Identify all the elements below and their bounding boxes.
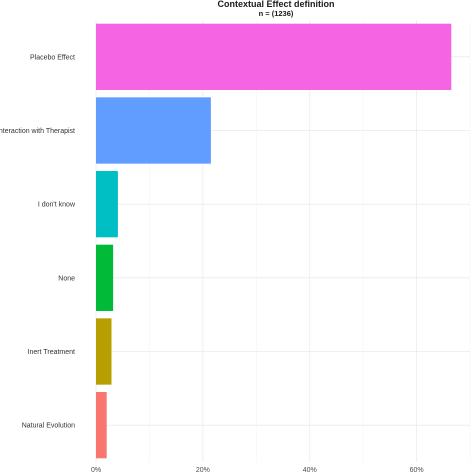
bar xyxy=(96,244,114,311)
category-label: Inert Treatment xyxy=(28,349,76,356)
bar xyxy=(96,318,112,385)
bars xyxy=(96,23,452,459)
x-tick-label: 20% xyxy=(196,467,210,474)
chart-title: Contextual Effect definition xyxy=(218,0,335,9)
bar xyxy=(96,97,211,164)
category-label: Interaction with Therapist xyxy=(0,128,75,135)
x-tick-label: 0% xyxy=(91,467,101,474)
gridlines xyxy=(95,20,471,462)
x-tick-label: 60% xyxy=(410,467,424,474)
bar xyxy=(96,171,118,238)
chart-subtitle: n = (1236) xyxy=(259,9,294,18)
category-label: None xyxy=(58,275,75,282)
bar xyxy=(96,23,452,90)
x-tick-label: 40% xyxy=(303,467,317,474)
category-label: Natural Evolution xyxy=(22,423,75,430)
category-label: Placebo Effect xyxy=(30,54,75,61)
x-axis-ticks: 0% 20% 40% 60% xyxy=(91,467,424,474)
bar xyxy=(96,392,107,459)
category-labels: Placebo Effect Interaction with Therapist… xyxy=(0,54,76,429)
category-label: I don't know xyxy=(38,202,76,209)
